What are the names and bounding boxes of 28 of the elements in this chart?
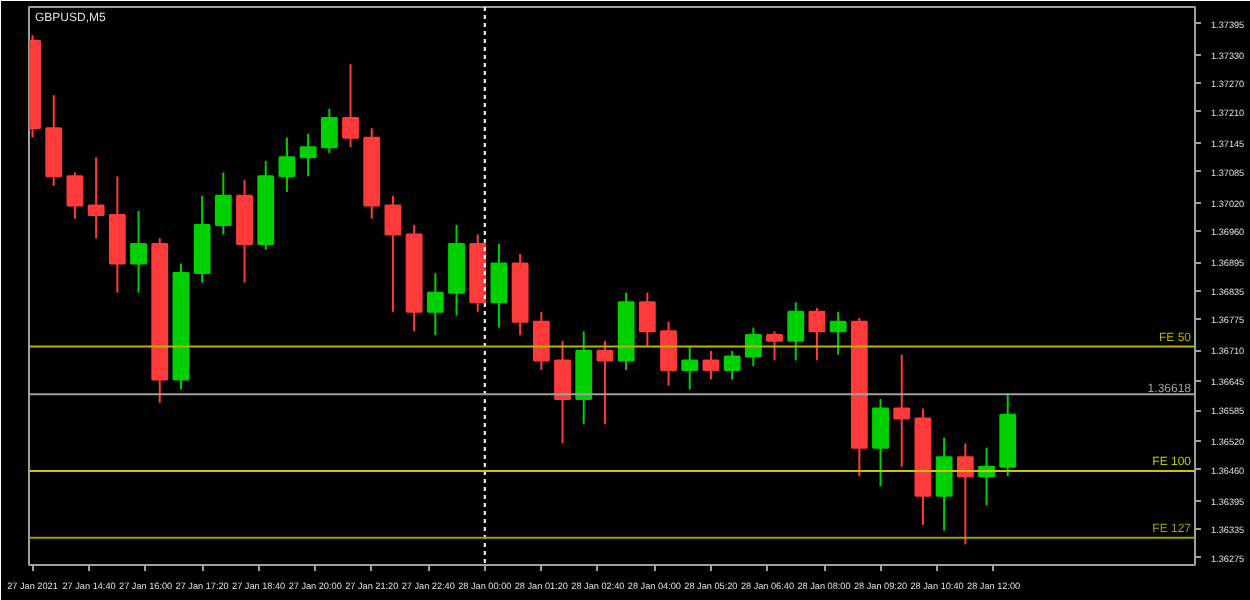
candlestick bbox=[490, 243, 508, 329]
candlestick bbox=[384, 194, 402, 313]
candlestick bbox=[956, 442, 974, 546]
candlestick bbox=[744, 326, 762, 368]
candlestick bbox=[87, 156, 105, 240]
candlestick bbox=[660, 320, 677, 387]
candlestick bbox=[723, 349, 741, 381]
candlestick bbox=[829, 310, 847, 356]
candlestick bbox=[532, 310, 550, 371]
candlestick bbox=[342, 63, 359, 149]
candlestick bbox=[935, 436, 953, 532]
candlestick bbox=[681, 345, 699, 391]
candlestick bbox=[320, 107, 338, 154]
candlestick bbox=[426, 272, 444, 337]
candlestick bbox=[66, 171, 84, 220]
candlestick bbox=[299, 132, 317, 178]
candlestick bbox=[872, 398, 889, 488]
candlestick bbox=[278, 136, 296, 194]
candlestick bbox=[808, 306, 826, 362]
candlestick bbox=[596, 339, 614, 426]
candlestick bbox=[702, 349, 720, 381]
candlestick bbox=[787, 301, 805, 362]
candlestick bbox=[554, 339, 571, 445]
candlestick bbox=[214, 171, 232, 236]
candlestick bbox=[893, 353, 911, 468]
candlestick bbox=[130, 210, 147, 294]
candlestick bbox=[766, 330, 783, 362]
candlestick bbox=[638, 291, 656, 348]
